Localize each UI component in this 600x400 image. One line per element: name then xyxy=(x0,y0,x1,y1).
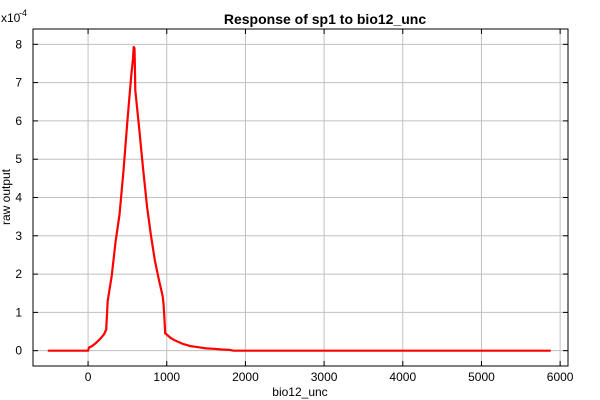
x-tick-label: 4000 xyxy=(389,370,416,384)
grid xyxy=(33,29,568,366)
chart-title: Response of sp1 to bio12_unc xyxy=(224,11,426,27)
x-tick-label: 3000 xyxy=(311,370,338,384)
y-multiplier-exponent: -4 xyxy=(19,8,27,18)
y-tick-label: 1 xyxy=(15,305,22,319)
y-tick-label: 3 xyxy=(15,229,22,243)
y-tick-label: 2 xyxy=(15,267,22,281)
y-axis-label: raw output xyxy=(0,168,13,225)
series-line xyxy=(47,45,552,352)
y-tick-label: 5 xyxy=(15,152,22,166)
x-tick-label: 2000 xyxy=(232,370,259,384)
y-tick-label: 6 xyxy=(15,114,22,128)
x-tick-label: 0 xyxy=(85,370,92,384)
x-tick-label: 1000 xyxy=(153,370,180,384)
y-tick-label: 8 xyxy=(15,37,22,51)
y-tick-label: 7 xyxy=(15,76,22,90)
ticks: 0 1000 2000 3000 4000 5000 6000 0 1 2 3 4 5 6 7 8 xyxy=(15,29,574,384)
y-tick-label: 0 xyxy=(15,344,22,358)
y-multiplier-base: x10 xyxy=(1,11,21,25)
y-tick-label: 4 xyxy=(15,191,22,205)
series-layer xyxy=(47,45,552,352)
x-axis-label: bio12_unc xyxy=(272,385,327,399)
x-tick-label: 6000 xyxy=(547,370,574,384)
x-tick-label: 5000 xyxy=(468,370,495,384)
y-multiplier: x10 -4 xyxy=(1,8,27,25)
plot-frame xyxy=(32,28,569,367)
